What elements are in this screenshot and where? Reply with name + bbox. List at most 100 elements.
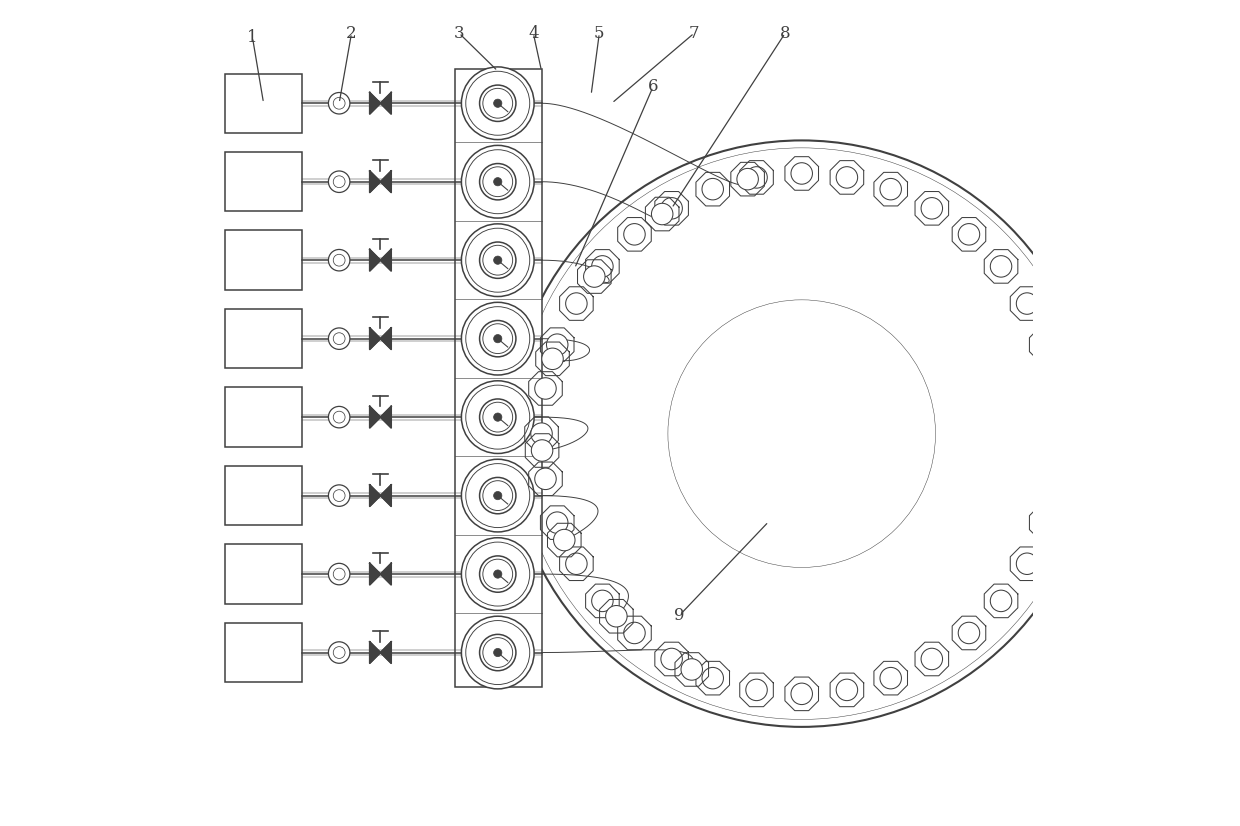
Circle shape bbox=[1017, 293, 1038, 315]
Circle shape bbox=[921, 648, 942, 670]
Circle shape bbox=[959, 622, 980, 643]
Circle shape bbox=[466, 463, 529, 528]
Circle shape bbox=[591, 590, 613, 611]
Circle shape bbox=[1017, 553, 1038, 575]
Text: 5: 5 bbox=[594, 25, 605, 41]
Circle shape bbox=[624, 224, 645, 245]
Circle shape bbox=[681, 658, 703, 680]
Text: 1: 1 bbox=[247, 29, 258, 45]
Circle shape bbox=[494, 335, 502, 343]
Circle shape bbox=[494, 99, 502, 107]
Polygon shape bbox=[370, 249, 381, 271]
Polygon shape bbox=[381, 93, 391, 114]
Circle shape bbox=[531, 423, 552, 444]
Circle shape bbox=[534, 468, 557, 490]
Circle shape bbox=[1048, 468, 1069, 490]
Circle shape bbox=[461, 538, 534, 610]
Circle shape bbox=[921, 197, 942, 219]
Text: 9: 9 bbox=[675, 607, 684, 624]
Circle shape bbox=[329, 171, 350, 192]
Text: 4: 4 bbox=[528, 25, 538, 41]
Bar bbox=[226, 623, 303, 682]
Circle shape bbox=[329, 249, 350, 271]
Circle shape bbox=[605, 605, 627, 627]
Circle shape bbox=[466, 71, 529, 135]
Circle shape bbox=[334, 647, 345, 658]
Circle shape bbox=[661, 197, 682, 219]
Circle shape bbox=[461, 145, 534, 218]
Circle shape bbox=[508, 140, 1095, 727]
Polygon shape bbox=[381, 171, 391, 192]
Text: 6: 6 bbox=[647, 78, 658, 95]
Circle shape bbox=[745, 679, 768, 700]
Circle shape bbox=[553, 529, 575, 551]
Circle shape bbox=[494, 648, 502, 657]
Text: 3: 3 bbox=[454, 25, 464, 41]
Circle shape bbox=[959, 224, 980, 245]
Circle shape bbox=[482, 88, 512, 118]
Polygon shape bbox=[381, 485, 391, 506]
Circle shape bbox=[482, 324, 512, 354]
Circle shape bbox=[534, 377, 557, 399]
Circle shape bbox=[482, 167, 512, 197]
Circle shape bbox=[329, 563, 350, 585]
Text: 2: 2 bbox=[346, 25, 357, 41]
Circle shape bbox=[494, 570, 502, 578]
Circle shape bbox=[673, 306, 930, 562]
Circle shape bbox=[584, 266, 605, 287]
Circle shape bbox=[461, 616, 534, 689]
Circle shape bbox=[480, 85, 516, 121]
Polygon shape bbox=[381, 249, 391, 271]
Circle shape bbox=[482, 402, 512, 432]
Bar bbox=[226, 230, 303, 290]
Polygon shape bbox=[381, 328, 391, 349]
Circle shape bbox=[836, 679, 858, 700]
Circle shape bbox=[334, 568, 345, 580]
Circle shape bbox=[482, 245, 512, 275]
Circle shape bbox=[1035, 512, 1056, 534]
Text: 7: 7 bbox=[689, 25, 699, 41]
Polygon shape bbox=[381, 642, 391, 663]
Circle shape bbox=[565, 553, 587, 574]
Circle shape bbox=[1048, 377, 1069, 399]
Circle shape bbox=[547, 512, 568, 534]
Circle shape bbox=[494, 491, 502, 500]
Circle shape bbox=[334, 333, 345, 344]
Polygon shape bbox=[370, 406, 381, 428]
Circle shape bbox=[1052, 423, 1073, 444]
Bar bbox=[226, 387, 303, 447]
Circle shape bbox=[482, 638, 512, 667]
Circle shape bbox=[494, 413, 502, 421]
Circle shape bbox=[334, 490, 345, 501]
Circle shape bbox=[466, 150, 529, 214]
Circle shape bbox=[880, 178, 901, 200]
Circle shape bbox=[480, 242, 516, 278]
Polygon shape bbox=[370, 642, 381, 663]
Circle shape bbox=[480, 477, 516, 514]
Circle shape bbox=[480, 320, 516, 357]
Circle shape bbox=[991, 256, 1012, 278]
Circle shape bbox=[466, 542, 529, 606]
Bar bbox=[226, 74, 303, 133]
Polygon shape bbox=[370, 93, 381, 114]
Circle shape bbox=[661, 648, 682, 670]
Circle shape bbox=[480, 634, 516, 671]
Circle shape bbox=[329, 642, 350, 663]
Circle shape bbox=[461, 224, 534, 297]
Circle shape bbox=[461, 302, 534, 375]
Circle shape bbox=[836, 167, 858, 188]
Circle shape bbox=[624, 622, 645, 643]
Circle shape bbox=[334, 97, 345, 109]
Circle shape bbox=[466, 385, 529, 449]
Circle shape bbox=[329, 406, 350, 428]
Circle shape bbox=[791, 163, 812, 184]
Polygon shape bbox=[381, 563, 391, 585]
Polygon shape bbox=[370, 171, 381, 192]
Circle shape bbox=[480, 164, 516, 200]
Circle shape bbox=[702, 178, 723, 200]
Circle shape bbox=[466, 228, 529, 292]
Circle shape bbox=[482, 559, 512, 589]
Polygon shape bbox=[381, 406, 391, 428]
Circle shape bbox=[542, 348, 563, 369]
Circle shape bbox=[668, 300, 935, 567]
